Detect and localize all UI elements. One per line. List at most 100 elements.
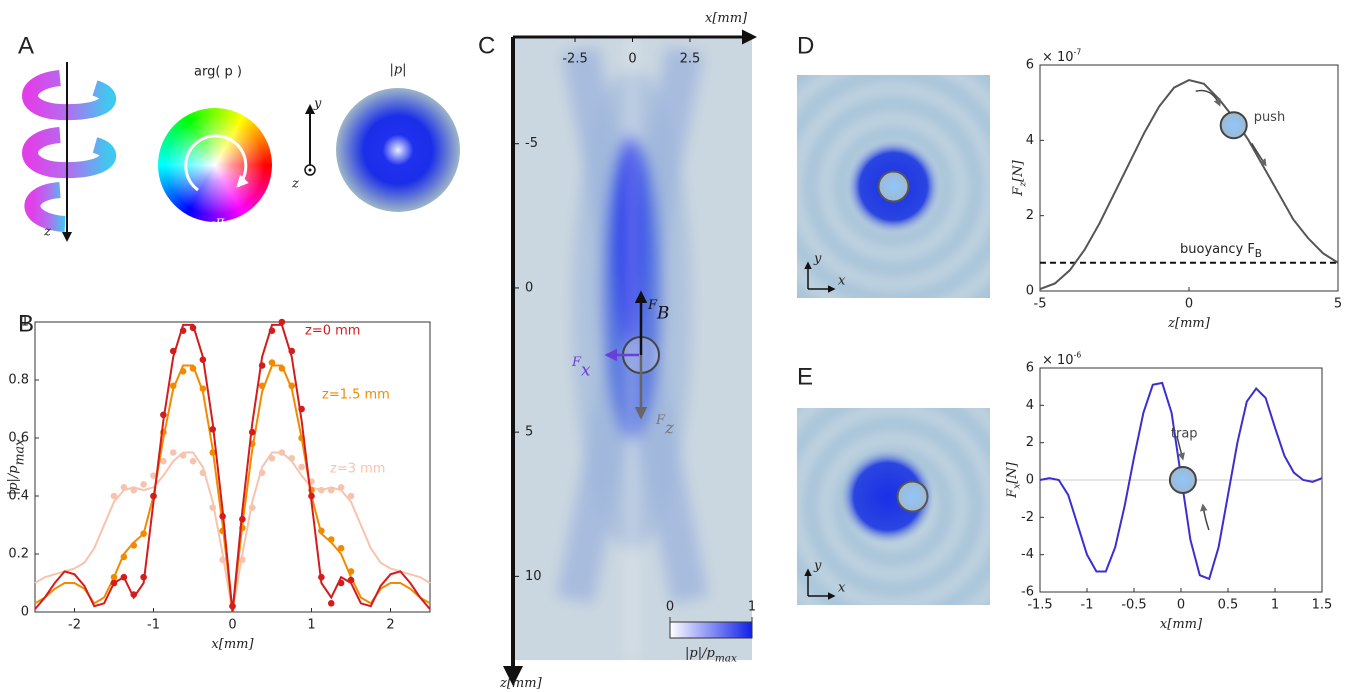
ring xyxy=(797,84,990,289)
measured-point xyxy=(337,544,345,552)
y-scale: × 10-7 xyxy=(1042,48,1081,65)
y-tick-label: -6 xyxy=(1021,585,1034,600)
y-axis-label-part: z[mm] xyxy=(499,676,543,691)
colorbar xyxy=(669,621,753,639)
force-label-part: F xyxy=(571,355,582,370)
image-axis-label: x xyxy=(838,274,846,289)
measured-point xyxy=(120,573,128,581)
x-tick-label: -1.5 xyxy=(1027,598,1052,613)
plot-frame xyxy=(1039,64,1339,292)
measured-point xyxy=(130,542,138,549)
measured-point xyxy=(169,382,177,390)
measured-point xyxy=(160,457,167,465)
measured-point xyxy=(179,327,187,335)
measured-point xyxy=(169,347,177,355)
measured-point xyxy=(268,327,276,335)
y-tick-label: 1 xyxy=(21,315,29,330)
x-axis-label: x[mm] xyxy=(1160,617,1203,632)
measured-point xyxy=(248,428,256,436)
panel-label: A xyxy=(18,32,34,59)
x-tick-label: 1.5 xyxy=(1312,598,1333,613)
ring xyxy=(821,114,966,259)
force-label-part: z xyxy=(664,417,674,437)
measured-point xyxy=(189,457,197,465)
series-line xyxy=(1039,79,1339,291)
phase-max: π xyxy=(253,211,263,226)
force-label: Fx xyxy=(571,355,591,379)
y-axis-label-part: |p|/p xyxy=(6,465,21,495)
colorbar-label: |p|/pmax xyxy=(685,646,737,665)
measured-point xyxy=(327,486,335,494)
measured-point xyxy=(229,602,236,610)
measured-point xyxy=(120,484,128,491)
x-tick-label: -0.5 xyxy=(1121,598,1146,613)
measured-point xyxy=(258,362,266,369)
measured-point xyxy=(189,324,197,332)
y-scale-part: -7 xyxy=(1074,48,1082,57)
y-tick-label: 4 xyxy=(1026,398,1034,413)
z-out-dot xyxy=(308,168,312,172)
motion-arrow xyxy=(1251,142,1267,167)
reference-label-part: buoyancy F xyxy=(1180,241,1255,256)
x-tick-label: 1 xyxy=(307,618,315,633)
y-tick-label: 0 xyxy=(525,280,533,295)
measured-point xyxy=(189,365,197,372)
measured-point xyxy=(120,553,128,561)
phase-arrow xyxy=(184,134,249,192)
y-tick-label: 2 xyxy=(1026,208,1034,223)
panel-label: E xyxy=(797,363,813,390)
measured-point xyxy=(308,492,315,500)
measured-point xyxy=(347,576,355,584)
panel-label: D xyxy=(797,32,814,59)
y-tick-label: 5 xyxy=(525,425,533,440)
force-label: Fz xyxy=(655,413,674,437)
colorbar-label-part: max xyxy=(715,652,737,664)
y-tick-label: 0.4 xyxy=(8,489,29,504)
measured-point xyxy=(169,449,177,456)
measured-point xyxy=(248,504,256,511)
abs-label: |p| xyxy=(389,63,406,78)
measured-point xyxy=(179,452,187,459)
measured-point xyxy=(258,382,266,390)
field-map xyxy=(513,37,752,660)
phase-wheel xyxy=(158,108,272,222)
measured-point xyxy=(239,515,246,523)
intensity xyxy=(839,448,936,545)
series-label: z=1.5 mm xyxy=(322,388,390,403)
y-scale-part: × 10 xyxy=(1042,353,1074,368)
force-label-part: F xyxy=(655,413,666,428)
measured-point xyxy=(219,513,226,520)
measured-point xyxy=(160,411,167,419)
x-tick-label: 0 xyxy=(1185,297,1193,312)
axis-y: y xyxy=(313,97,322,112)
x-tick-label: 0 xyxy=(1177,598,1185,613)
field-image xyxy=(797,408,990,605)
x-axis-label: x[mm] xyxy=(705,11,748,26)
measured-point xyxy=(268,455,276,462)
x-tick-label: 0 xyxy=(228,618,236,633)
x-axis-label-part: x[mm] xyxy=(1160,617,1203,632)
force-label: FB xyxy=(647,298,669,322)
reference-label-part: B xyxy=(1255,248,1262,260)
series-label: z=0 mm xyxy=(305,324,360,339)
measured-point xyxy=(318,486,325,494)
ring xyxy=(797,408,990,605)
measured-point xyxy=(209,426,217,433)
measured-point xyxy=(110,492,118,500)
y-tick-label: 0.2 xyxy=(8,547,29,562)
y-tick-label: -4 xyxy=(1021,547,1034,562)
measured-point xyxy=(199,469,207,477)
x-axis-label-part: x[mm] xyxy=(211,637,254,652)
y-axis-label-part: F xyxy=(1011,186,1026,197)
measured-point xyxy=(288,347,296,355)
y-scale: × 10-6 xyxy=(1042,351,1081,368)
x-tick-label: -2.5 xyxy=(562,52,587,67)
measured-point xyxy=(130,486,138,494)
y-tick-label: -2 xyxy=(1021,510,1034,525)
x-tick-label: -2 xyxy=(68,618,81,633)
force-label-part: x xyxy=(581,359,591,379)
annotation: trap xyxy=(1171,427,1198,442)
y-tick-label: 6 xyxy=(1026,361,1034,376)
annotation: push xyxy=(1254,110,1286,125)
